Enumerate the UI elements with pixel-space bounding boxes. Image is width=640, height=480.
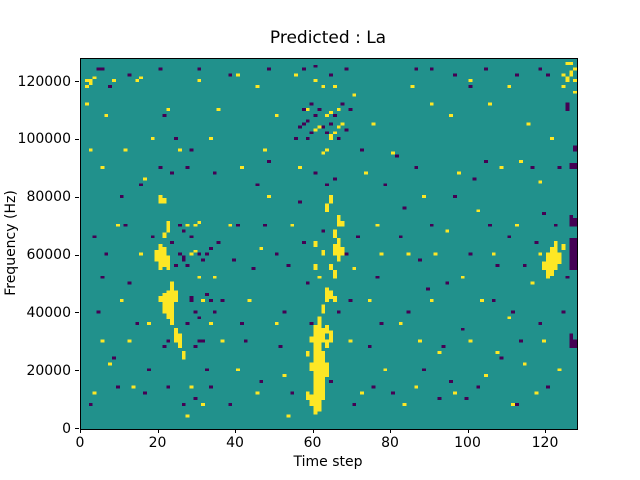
x-tick-mark — [467, 429, 469, 433]
x-tick-mark — [235, 429, 236, 433]
y-tick-label: 80000 — [26, 189, 71, 206]
x-tick-label: 100 — [454, 435, 481, 451]
x-tick-label: 60 — [303, 435, 322, 451]
y-tick-mark — [75, 370, 79, 372]
x-tick-label: 20 — [148, 435, 167, 451]
y-tick-mark — [75, 81, 79, 83]
y-axis-label-text: Frequency (Hz) — [3, 190, 19, 296]
x-tick-mark — [390, 429, 391, 433]
x-tick-mark — [157, 429, 159, 433]
heatmap-canvas — [81, 59, 577, 429]
y-tick-mark — [75, 138, 79, 140]
y-tick-label: 100000 — [17, 131, 71, 148]
y-axis-label: Frequency (Hz) — [3, 137, 19, 296]
y-tick-mark — [75, 428, 79, 429]
x-tick-mark — [312, 429, 314, 433]
y-tick-label: 60000 — [26, 247, 71, 264]
x-tick-mark — [80, 429, 81, 433]
y-tick-label: 0 — [62, 420, 71, 437]
x-tick-label: 0 — [75, 435, 85, 451]
y-tick-mark — [75, 254, 79, 256]
y-tick-mark — [75, 196, 79, 198]
y-tick-label: 20000 — [26, 362, 71, 379]
x-tick-label: 80 — [381, 435, 399, 451]
axes-area — [80, 58, 578, 430]
plot-title: Predicted : La — [269, 28, 387, 48]
x-tick-label: 120 — [531, 435, 559, 451]
y-tick-label: 40000 — [26, 304, 71, 321]
x-tick-mark — [545, 429, 546, 433]
x-tick-label: 40 — [226, 435, 244, 451]
x-axis-label: Time step — [293, 454, 363, 470]
y-tick-mark — [75, 312, 79, 314]
y-tick-label: 120000 — [17, 73, 71, 90]
